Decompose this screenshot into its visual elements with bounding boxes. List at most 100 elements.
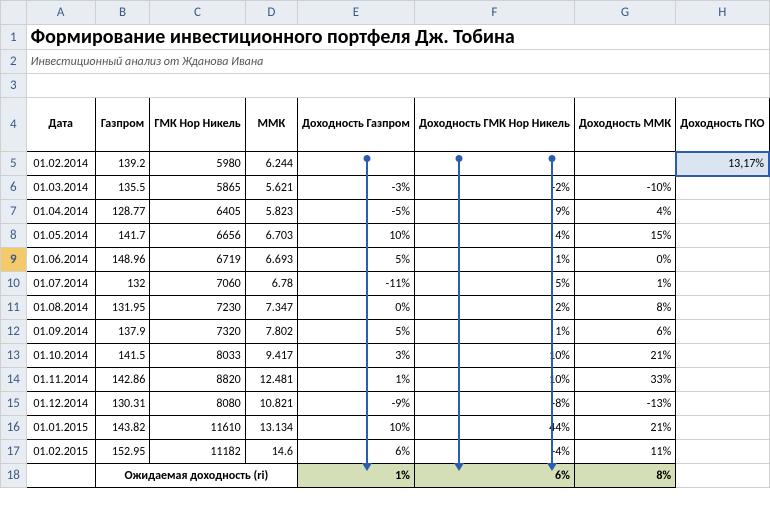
row-header[interactable]: 5	[1, 152, 27, 176]
cell-D16[interactable]: 13.134	[245, 416, 297, 440]
table-row[interactable]: 1701.02.2015152.951118214.66%-4%11%	[1, 440, 770, 464]
cell-B10[interactable]: 132	[95, 272, 150, 296]
row-header[interactable]: 13	[1, 344, 27, 368]
cell-D8[interactable]: 6.703	[245, 224, 297, 248]
row-header[interactable]: 3	[1, 74, 27, 98]
row-header[interactable]: 14	[1, 368, 27, 392]
cell-A14[interactable]: 01.11.2014	[26, 368, 95, 392]
row-header[interactable]: 10	[1, 272, 27, 296]
row-header[interactable]: 12	[1, 320, 27, 344]
row-header[interactable]: 1	[1, 25, 27, 50]
cell-D13[interactable]: 9.417	[245, 344, 297, 368]
cell-B15[interactable]: 130.31	[95, 392, 150, 416]
cell-G13[interactable]: 21%	[574, 344, 675, 368]
row-3[interactable]: 3	[1, 74, 770, 98]
cell-B14[interactable]: 142.86	[95, 368, 150, 392]
cell-F7[interactable]: 9%	[414, 200, 574, 224]
cell-E8[interactable]: 10%	[298, 224, 415, 248]
cell-E5[interactable]	[298, 152, 415, 176]
cell-D7[interactable]: 5.823	[245, 200, 297, 224]
cell-C9[interactable]: 6719	[150, 248, 245, 272]
col-header[interactable]: G	[574, 1, 675, 25]
cell-D14[interactable]: 12.481	[245, 368, 297, 392]
select-all-corner[interactable]	[1, 1, 27, 25]
table-row[interactable]: 1101.08.2014131.9572307.3470%2%8%	[1, 296, 770, 320]
cell-B13[interactable]: 141.5	[95, 344, 150, 368]
cell-A16[interactable]: 01.01.2015	[26, 416, 95, 440]
cell-A7[interactable]: 01.04.2014	[26, 200, 95, 224]
cell-B5[interactable]: 139.2	[95, 152, 150, 176]
cell-B11[interactable]: 131.95	[95, 296, 150, 320]
cell-B7[interactable]: 128.77	[95, 200, 150, 224]
row-header[interactable]: 2	[1, 50, 27, 74]
cell-E14[interactable]: 1%	[298, 368, 415, 392]
summary-e[interactable]: 1%	[298, 464, 415, 488]
cell-F6[interactable]: -2%	[414, 176, 574, 200]
row-2[interactable]: 2 Инвестиционный анализ от Жданова Ивана	[1, 50, 770, 74]
cell-E6[interactable]: -3%	[298, 176, 415, 200]
cell-G7[interactable]: 4%	[574, 200, 675, 224]
cell-H7[interactable]	[676, 200, 769, 224]
col-header[interactable]: C	[150, 1, 245, 25]
col-header[interactable]: F	[414, 1, 574, 25]
cell-F16[interactable]: 44%	[414, 416, 574, 440]
cell-C7[interactable]: 6405	[150, 200, 245, 224]
row-header[interactable]: 7	[1, 200, 27, 224]
cell-H13[interactable]	[676, 344, 769, 368]
row-18-summary[interactable]: 18 Ожидаемая доходность (ri) 1% 6% 8%	[1, 464, 770, 488]
cell-D9[interactable]: 6.693	[245, 248, 297, 272]
cell-D15[interactable]: 10.821	[245, 392, 297, 416]
cell-C14[interactable]: 8820	[150, 368, 245, 392]
cell-B17[interactable]: 152.95	[95, 440, 150, 464]
cell-H5[interactable]: 13,17%	[676, 152, 769, 176]
table-row[interactable]: 1201.09.2014137.973207.8025%1%6%	[1, 320, 770, 344]
cell-G5[interactable]	[574, 152, 675, 176]
cell-H10[interactable]	[676, 272, 769, 296]
row-header[interactable]: 16	[1, 416, 27, 440]
cell-D5[interactable]: 6.244	[245, 152, 297, 176]
col-header[interactable]: B	[95, 1, 150, 25]
cell-D6[interactable]: 5.621	[245, 176, 297, 200]
cell-F11[interactable]: 2%	[414, 296, 574, 320]
cell-C12[interactable]: 7320	[150, 320, 245, 344]
row-header[interactable]: 4	[1, 98, 27, 152]
cell-F14[interactable]: 10%	[414, 368, 574, 392]
cell-D12[interactable]: 7.802	[245, 320, 297, 344]
cell-G6[interactable]: -10%	[574, 176, 675, 200]
summary-f[interactable]: 6%	[414, 464, 574, 488]
row-header[interactable]: 18	[1, 464, 27, 488]
table-row[interactable]: 601.03.2014135.558655.621-3%-2%-10%	[1, 176, 770, 200]
table-row[interactable]: 1401.11.2014142.86882012.4811%10%33%	[1, 368, 770, 392]
row-4-headers[interactable]: 4 Дата Газпром ГМК Нор Никель ММК Доходн…	[1, 98, 770, 152]
cell-E10[interactable]: -11%	[298, 272, 415, 296]
cell-F8[interactable]: 4%	[414, 224, 574, 248]
cell-E11[interactable]: 0%	[298, 296, 415, 320]
table-row[interactable]: 701.04.2014128.7764055.823-5%9%4%	[1, 200, 770, 224]
col-header[interactable]: H	[676, 1, 769, 25]
cell-B16[interactable]: 143.82	[95, 416, 150, 440]
cell-D10[interactable]: 6.78	[245, 272, 297, 296]
table-row[interactable]: 1601.01.2015143.821161013.13410%44%21%	[1, 416, 770, 440]
summary-g[interactable]: 8%	[574, 464, 675, 488]
cell-A17[interactable]: 01.02.2015	[26, 440, 95, 464]
cell-C5[interactable]: 5980	[150, 152, 245, 176]
cell-A6[interactable]: 01.03.2014	[26, 176, 95, 200]
cell-C11[interactable]: 7230	[150, 296, 245, 320]
cell-H12[interactable]	[676, 320, 769, 344]
cell-F5[interactable]	[414, 152, 574, 176]
row-header[interactable]: 11	[1, 296, 27, 320]
cell-G15[interactable]: -13%	[574, 392, 675, 416]
cell-H8[interactable]	[676, 224, 769, 248]
row-header[interactable]: 17	[1, 440, 27, 464]
cell-A10[interactable]: 01.07.2014	[26, 272, 95, 296]
cell-E13[interactable]: 3%	[298, 344, 415, 368]
cell-B8[interactable]: 141.7	[95, 224, 150, 248]
cell-G11[interactable]: 8%	[574, 296, 675, 320]
table-row[interactable]: 501.02.2014139.259806.24413,17%	[1, 152, 770, 176]
summary-blank[interactable]	[26, 464, 95, 488]
col-header[interactable]: E	[298, 1, 415, 25]
cell-C6[interactable]: 5865	[150, 176, 245, 200]
cell-C15[interactable]: 8080	[150, 392, 245, 416]
row-header[interactable]: 6	[1, 176, 27, 200]
cell-E7[interactable]: -5%	[298, 200, 415, 224]
